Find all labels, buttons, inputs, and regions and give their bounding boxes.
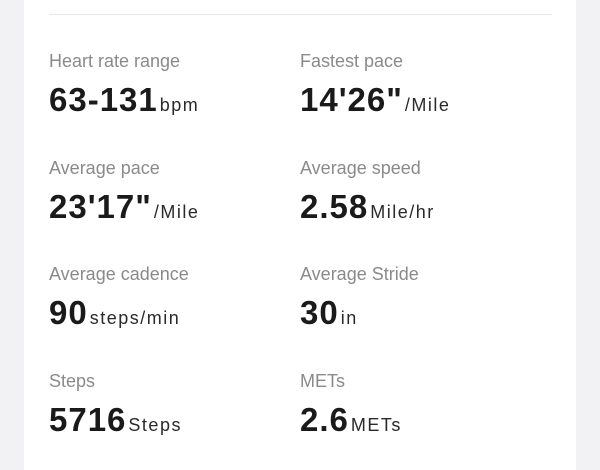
stat-average-stride: Average Stride 30 in — [300, 263, 545, 340]
workout-stats-card: Heart rate range 63-131 bpm Fastest pace … — [24, 0, 576, 470]
stat-unit: Mile/hr — [370, 202, 435, 222]
stat-label: Fastest pace — [300, 51, 404, 71]
stat-label: Heart rate range — [49, 51, 181, 71]
stat-value-line: 2.58 Mile/hr — [300, 187, 545, 234]
stat-value: 63-131 — [49, 81, 158, 118]
stat-mets: METs 2.6 METs — [300, 370, 545, 447]
stat-label: Average Stride — [300, 264, 419, 284]
stat-value-line: 23'17"/Mile — [49, 187, 294, 234]
stat-unit: in — [340, 308, 358, 328]
stat-label: METs — [300, 371, 345, 391]
stat-average-speed: Average speed 2.58 Mile/hr — [300, 157, 545, 234]
stat-value: 5716 — [49, 401, 127, 438]
stat-value-line: 63-131 bpm — [49, 80, 294, 127]
stat-label: Average cadence — [49, 264, 189, 284]
stat-value-line: 2.6 METs — [300, 400, 545, 447]
stat-value-line: 14'26"/Mile — [300, 80, 545, 127]
stat-unit: /Mile — [404, 95, 451, 115]
stat-average-cadence: Average cadence 90 steps/min — [49, 263, 294, 340]
stat-value: 90 — [49, 294, 88, 331]
stat-value: 2.58 — [300, 188, 369, 225]
stat-value: 2.6 — [300, 401, 349, 438]
top-divider — [49, 14, 552, 15]
stat-value: 23'17" — [49, 188, 152, 225]
stat-value: 14'26" — [300, 81, 403, 118]
stat-fastest-pace: Fastest pace 14'26"/Mile — [300, 50, 545, 127]
stat-label: Average pace — [49, 158, 160, 178]
stat-value: 30 — [300, 294, 339, 331]
stat-unit: METs — [350, 415, 402, 435]
stat-value-line: 5716 Steps — [49, 400, 294, 447]
stat-value-line: 30 in — [300, 293, 545, 340]
stat-unit: bpm — [159, 95, 200, 115]
stat-value-line: 90 steps/min — [49, 293, 294, 340]
stat-heart-rate-range: Heart rate range 63-131 bpm — [49, 50, 294, 127]
stat-unit: /Mile — [153, 202, 200, 222]
stat-steps: Steps 5716 Steps — [49, 370, 294, 447]
stat-average-pace: Average pace 23'17"/Mile — [49, 157, 294, 234]
stat-label: Average speed — [300, 158, 421, 178]
stat-unit: Steps — [128, 415, 182, 435]
stat-label: Steps — [49, 371, 96, 391]
stat-unit: steps/min — [89, 308, 181, 328]
